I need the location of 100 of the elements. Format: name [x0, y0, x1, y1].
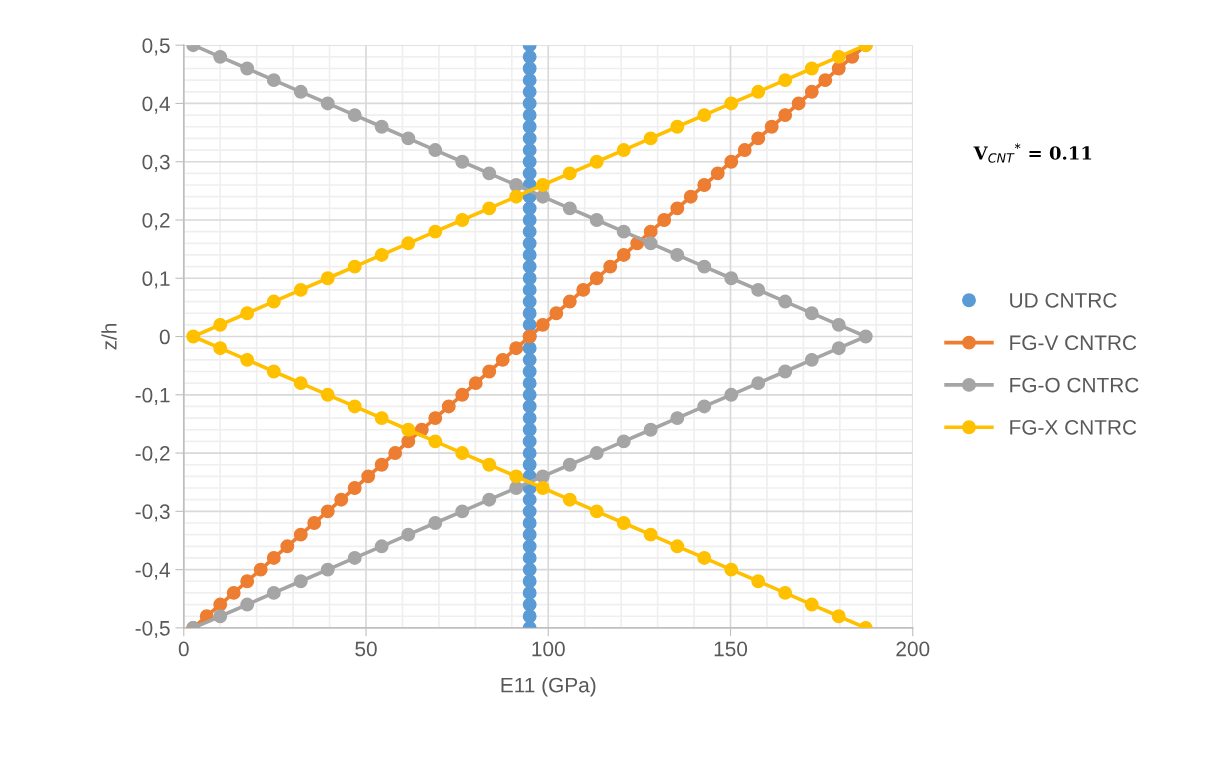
point	[266, 294, 281, 309]
point	[509, 189, 524, 204]
point	[616, 434, 631, 449]
point	[831, 317, 846, 332]
point	[818, 73, 833, 88]
point	[213, 341, 228, 356]
point	[401, 434, 416, 449]
legend-label: FG-O CNTRC	[1010, 377, 1139, 393]
point	[778, 294, 793, 309]
point	[347, 551, 362, 565]
point	[589, 154, 604, 169]
point	[522, 84, 537, 99]
point	[562, 294, 577, 309]
y-tick-label: -0,4	[135, 562, 170, 580]
point	[240, 597, 255, 612]
point	[535, 189, 550, 204]
point	[562, 201, 577, 216]
point	[616, 248, 631, 262]
point	[603, 259, 618, 274]
point	[522, 597, 537, 612]
point	[455, 504, 470, 519]
point	[643, 224, 658, 239]
point	[522, 154, 537, 169]
point	[522, 422, 537, 437]
x-axis-title: E11 (GPa)	[501, 677, 596, 697]
point	[522, 457, 537, 472]
point	[751, 131, 766, 146]
y-tick-label: -0,5	[135, 620, 170, 639]
point	[293, 282, 308, 297]
point	[522, 516, 537, 530]
point	[778, 364, 793, 379]
point	[347, 259, 362, 274]
point	[589, 271, 604, 286]
point	[764, 119, 779, 134]
point	[240, 61, 255, 76]
point	[522, 259, 537, 274]
point	[562, 457, 577, 472]
point	[482, 166, 497, 181]
point	[522, 562, 537, 577]
y-tick-label: -0,2	[135, 446, 170, 464]
point	[482, 201, 497, 216]
point	[670, 119, 685, 134]
point	[804, 352, 819, 367]
point	[724, 154, 739, 169]
point	[670, 201, 685, 216]
point	[428, 411, 443, 426]
point	[320, 387, 335, 402]
point	[401, 422, 416, 437]
point	[428, 434, 443, 449]
point	[858, 329, 873, 344]
point	[401, 131, 416, 146]
x-tick-label: 150	[714, 641, 748, 657]
point	[697, 178, 712, 192]
point	[522, 492, 537, 507]
point	[576, 282, 591, 297]
point	[455, 154, 470, 169]
point	[401, 527, 416, 542]
point	[374, 119, 389, 134]
y-tick-label: 0,5	[142, 38, 170, 56]
point	[522, 609, 537, 624]
point	[697, 259, 712, 274]
point	[778, 108, 793, 123]
point	[724, 387, 739, 402]
point	[697, 551, 712, 565]
point	[710, 166, 725, 181]
y-tick-label: 0,3	[142, 154, 170, 172]
point	[522, 399, 537, 414]
point	[778, 585, 793, 600]
point	[347, 481, 362, 495]
point	[401, 236, 416, 251]
point	[213, 317, 228, 332]
point	[589, 504, 604, 519]
point	[522, 119, 537, 134]
point	[522, 213, 537, 227]
y-axis-title: z/h	[101, 323, 117, 350]
point	[751, 574, 766, 589]
point	[253, 562, 268, 577]
point	[616, 143, 631, 158]
point	[334, 492, 349, 507]
point	[670, 539, 685, 554]
point	[213, 49, 228, 64]
point	[724, 271, 739, 286]
point	[697, 399, 712, 414]
point	[522, 166, 537, 181]
point	[535, 481, 550, 495]
point	[643, 527, 658, 542]
point	[562, 492, 577, 507]
point	[643, 236, 658, 251]
point	[374, 457, 389, 472]
point	[293, 527, 308, 542]
point	[522, 271, 537, 286]
point	[522, 131, 537, 146]
point	[455, 213, 470, 227]
point	[522, 551, 537, 565]
point	[737, 143, 752, 158]
point	[522, 585, 537, 600]
point	[320, 504, 335, 519]
point	[320, 562, 335, 577]
point	[240, 306, 255, 321]
x-tick-label: 50	[355, 641, 377, 657]
